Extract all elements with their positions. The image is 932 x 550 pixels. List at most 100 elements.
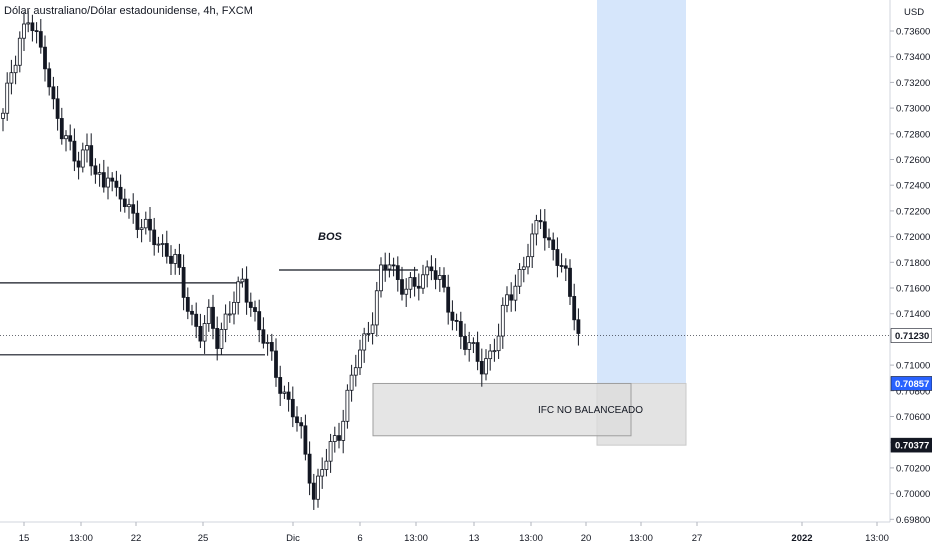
candle-body[interactable] (450, 311, 455, 321)
candle-body[interactable] (500, 304, 505, 337)
candle-body[interactable] (517, 269, 522, 287)
candle-body[interactable] (185, 297, 190, 312)
candle-body[interactable] (274, 350, 278, 378)
candle-body[interactable] (551, 239, 556, 250)
candle-body[interactable] (303, 425, 308, 455)
candle-body[interactable] (454, 319, 459, 322)
candle-body[interactable] (437, 275, 442, 280)
candle-body[interactable] (425, 266, 430, 276)
candle-body[interactable] (131, 204, 136, 214)
candle-body[interactable] (269, 342, 274, 352)
candle-body[interactable] (324, 460, 329, 470)
candle-body[interactable] (227, 313, 232, 316)
candle-body[interactable] (387, 264, 392, 270)
candle-body[interactable] (311, 482, 316, 500)
candle-body[interactable] (463, 336, 467, 350)
candle-body[interactable] (362, 333, 367, 351)
candle-body[interactable] (379, 264, 383, 292)
candle-body[interactable] (458, 321, 463, 337)
candle-body[interactable] (127, 204, 131, 208)
candle-body[interactable] (177, 254, 182, 268)
candle-body[interactable] (408, 277, 413, 290)
candle-body[interactable] (47, 68, 52, 88)
candle-body[interactable] (253, 307, 257, 312)
candle-body[interactable] (370, 324, 375, 334)
candle-body[interactable] (429, 266, 434, 272)
candle-body[interactable] (332, 435, 337, 442)
candle-body[interactable] (122, 198, 127, 208)
candle-body[interactable] (72, 140, 77, 162)
candle-body[interactable] (97, 172, 102, 175)
candle-body[interactable] (248, 301, 253, 308)
candle-body[interactable] (534, 220, 539, 235)
candle-body[interactable] (404, 288, 409, 295)
candle-body[interactable] (13, 64, 18, 74)
candle-body[interactable] (181, 267, 186, 298)
candle-body[interactable] (446, 286, 451, 313)
candle-body[interactable] (244, 278, 249, 303)
candle-body[interactable] (358, 349, 362, 369)
candle-body[interactable] (55, 98, 60, 119)
candle-body[interactable] (421, 274, 425, 289)
candle-body[interactable] (513, 285, 518, 301)
candle-body[interactable] (538, 220, 543, 223)
candle-body[interactable] (320, 469, 325, 477)
candle-body[interactable] (169, 255, 173, 264)
candle-body[interactable] (38, 31, 43, 48)
candle-body[interactable] (206, 306, 211, 324)
candle-body[interactable] (106, 177, 110, 188)
candle-body[interactable] (93, 165, 98, 175)
candle-body[interactable] (114, 180, 119, 188)
candle-body[interactable] (400, 279, 404, 295)
candle-body[interactable] (479, 360, 484, 375)
candle-body[interactable] (484, 358, 488, 375)
candle-body[interactable] (391, 264, 396, 267)
candle-body[interactable] (488, 350, 493, 360)
candle-body[interactable] (17, 37, 22, 66)
candle-body[interactable] (559, 265, 564, 267)
candle-body[interactable] (64, 135, 68, 140)
candle-body[interactable] (135, 212, 140, 230)
candle-body[interactable] (345, 389, 350, 422)
candle-body[interactable] (173, 254, 178, 264)
candle-body[interactable] (295, 416, 299, 424)
candle-body[interactable] (156, 243, 161, 246)
candle-body[interactable] (530, 233, 535, 258)
candle-body[interactable] (202, 323, 207, 342)
candle-body[interactable] (232, 301, 236, 315)
candle-body[interactable] (110, 177, 115, 182)
candle-body[interactable] (467, 342, 472, 350)
candle-body[interactable] (5, 82, 10, 114)
candle-body[interactable] (190, 310, 194, 315)
candle-body[interactable] (118, 186, 123, 200)
candle-body[interactable] (341, 420, 346, 441)
candle-body[interactable] (34, 30, 39, 33)
candle-body[interactable] (198, 326, 203, 342)
candle-body[interactable] (9, 72, 14, 84)
candle-body[interactable] (139, 227, 144, 230)
candle-body[interactable] (307, 453, 312, 484)
candle-body[interactable] (211, 306, 215, 329)
candle-body[interactable] (148, 218, 152, 231)
candle-body[interactable] (257, 311, 262, 331)
candle-body[interactable] (282, 391, 287, 394)
candle-body[interactable] (547, 237, 551, 241)
candle-body[interactable] (383, 264, 388, 270)
candle-body[interactable] (337, 435, 341, 441)
candle-body[interactable] (353, 367, 358, 376)
candle-body[interactable] (143, 218, 148, 229)
candle-body[interactable] (568, 267, 572, 297)
candle-body[interactable] (374, 290, 379, 326)
candle-body[interactable] (89, 145, 94, 167)
candle-body[interactable] (316, 475, 320, 500)
candle-body[interactable] (509, 294, 514, 301)
candle-body[interactable] (236, 281, 241, 303)
candle-body[interactable] (215, 328, 220, 349)
candle-body[interactable] (43, 46, 47, 70)
candle-body[interactable] (572, 296, 577, 321)
candle-body[interactable] (349, 374, 354, 391)
candle-body[interactable] (76, 160, 81, 168)
candle-body[interactable] (442, 275, 446, 288)
candle-body[interactable] (1, 112, 5, 119)
candle-body[interactable] (85, 145, 89, 151)
